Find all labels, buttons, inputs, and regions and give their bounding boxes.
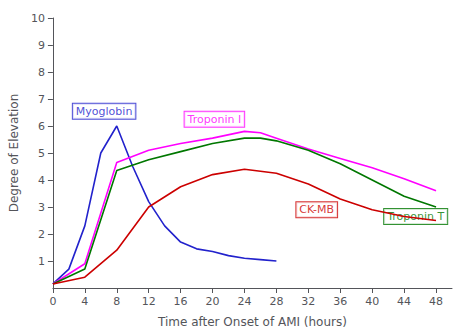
svg-text:2: 2 <box>38 228 45 241</box>
svg-text:32: 32 <box>301 295 315 308</box>
svg-text:8: 8 <box>38 66 45 79</box>
svg-text:0: 0 <box>49 295 56 308</box>
svg-text:6: 6 <box>38 120 45 133</box>
svg-text:5: 5 <box>38 147 45 160</box>
svg-text:Myoglobin: Myoglobin <box>76 105 133 118</box>
svg-text:4: 4 <box>38 174 45 187</box>
svg-text:8: 8 <box>113 295 120 308</box>
svg-text:36: 36 <box>333 295 347 308</box>
svg-text:9: 9 <box>38 39 45 52</box>
svg-text:7: 7 <box>38 93 45 106</box>
svg-text:10: 10 <box>31 12 45 25</box>
svg-text:CK-MB: CK-MB <box>299 203 334 216</box>
svg-text:1: 1 <box>38 255 45 268</box>
svg-text:28: 28 <box>269 295 283 308</box>
svg-text:48: 48 <box>429 295 443 308</box>
svg-text:20: 20 <box>206 295 220 308</box>
svg-text:3: 3 <box>38 201 45 214</box>
svg-text:4: 4 <box>81 295 88 308</box>
svg-text:Troponin T: Troponin T <box>387 209 445 223</box>
svg-text:44: 44 <box>397 295 411 308</box>
svg-text:40: 40 <box>365 295 379 308</box>
svg-text:Degree of Elevation: Degree of Elevation <box>7 94 21 213</box>
svg-text:24: 24 <box>237 295 251 308</box>
svg-text:Time after Onset of AMI (hours: Time after Onset of AMI (hours) <box>157 315 347 329</box>
svg-text:12: 12 <box>142 295 156 308</box>
svg-text:16: 16 <box>174 295 188 308</box>
svg-text:Troponin I: Troponin I <box>187 113 242 126</box>
